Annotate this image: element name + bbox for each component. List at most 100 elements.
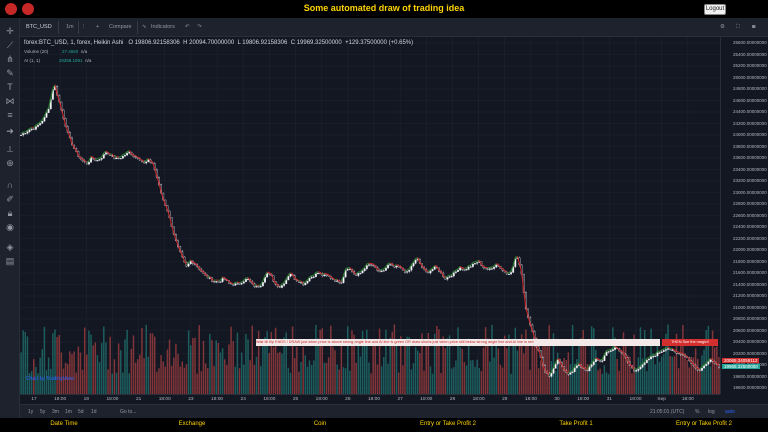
snapshot-icon[interactable]: ◙ xyxy=(752,24,756,30)
candle-body xyxy=(448,276,451,278)
text-icon[interactable]: T xyxy=(7,82,13,92)
ai-line-segment xyxy=(531,329,535,338)
fullscreen-icon[interactable]: ⛶ xyxy=(736,24,740,30)
candle-body xyxy=(387,264,389,269)
range-1y[interactable]: 1y xyxy=(28,409,34,415)
lock-draw-icon[interactable]: ✐ xyxy=(6,194,14,204)
volume-bar xyxy=(130,348,133,394)
chart-type-icon[interactable]: ⫶ xyxy=(83,24,85,30)
volume-bar xyxy=(230,326,232,394)
volume-bar xyxy=(491,324,493,394)
volume-bar xyxy=(117,343,120,394)
price-tick: 22400.00000000 xyxy=(733,224,767,229)
layers-icon[interactable]: ◈ xyxy=(6,242,14,252)
volume-bar xyxy=(506,348,508,394)
ai-line-segment xyxy=(678,351,682,354)
arrow-icon[interactable]: ➜ xyxy=(6,126,14,136)
settings-icon[interactable]: ⚙ xyxy=(720,24,725,30)
compare-button[interactable]: Compare xyxy=(109,24,132,30)
volume-bar xyxy=(228,344,230,394)
compare-icon[interactable]: + xyxy=(96,24,100,30)
logout-button[interactable]: Logout xyxy=(704,4,726,15)
volume-bar xyxy=(236,332,239,394)
ai-line-segment xyxy=(222,276,225,279)
brush-icon[interactable]: ✎ xyxy=(6,68,14,78)
legend-low: L 19806.92158306 xyxy=(237,40,288,46)
ai-line-segment xyxy=(710,357,713,361)
ai-line-segment xyxy=(538,349,542,357)
ai-line-segment xyxy=(27,128,30,131)
ai-line-segment xyxy=(97,157,100,160)
lock-icon[interactable]: 🔒︎ xyxy=(7,208,13,218)
pattern-icon[interactable]: ⋈ xyxy=(5,96,15,106)
undo-icon[interactable]: ↶ xyxy=(185,24,190,30)
range-1d[interactable]: 1d xyxy=(91,409,97,415)
range-3m[interactable]: 3m xyxy=(52,409,59,415)
ai-line-segment xyxy=(270,274,274,281)
tradingview-watermark[interactable]: Chart by TradingView xyxy=(26,376,74,382)
volume-bar xyxy=(552,333,555,394)
volume-bar xyxy=(83,327,86,394)
trendline-icon[interactable]: ⟋ xyxy=(6,40,14,50)
pitchfork-icon[interactable]: ⋔ xyxy=(6,54,14,64)
price-tick: 23000.00000000 xyxy=(733,189,767,195)
record-icon[interactable] xyxy=(22,3,34,15)
record-icon[interactable] xyxy=(5,3,17,15)
price-chart[interactable] xyxy=(20,37,720,394)
volume-bar xyxy=(688,367,690,394)
price-tick: 21600.00000000 xyxy=(733,270,767,275)
indicators-icon[interactable]: ∿ xyxy=(142,24,147,30)
symbol-search[interactable]: BTC_USD xyxy=(26,24,52,30)
volume-bar xyxy=(344,368,347,394)
percent-toggle[interactable]: % xyxy=(695,409,700,415)
ai-line-segment xyxy=(126,150,130,153)
ai-line-segment xyxy=(294,277,298,280)
legend-volume-value: 27.4660 xyxy=(62,49,79,54)
ai-line-segment xyxy=(328,274,332,278)
ai-line-segment xyxy=(457,266,461,270)
volume-bar xyxy=(287,367,290,394)
legend-series-title[interactable]: forex:BTC_USD, 1, forex, Heikin Ashi xyxy=(24,40,124,46)
ai-line-segment xyxy=(379,268,382,271)
zoom-icon[interactable]: ⊕ xyxy=(6,158,14,168)
ai-line-segment xyxy=(453,269,457,272)
time-axis[interactable]: 17 18:00 19 18:00 21 18:00 23 18:00 24 18:00 25 18:… xyxy=(20,394,720,404)
ai-line-segment xyxy=(273,279,277,284)
ai-line-segment xyxy=(345,267,348,270)
range-1m[interactable]: 1m xyxy=(65,409,72,415)
time-tick: 18:00 xyxy=(106,397,119,402)
ruler-icon[interactable]: ⟂ xyxy=(6,144,13,154)
ai-line-segment xyxy=(712,359,716,363)
legend-volume-label[interactable]: Volume (20) xyxy=(24,49,49,54)
volume-bar xyxy=(416,350,419,394)
magnet-icon[interactable]: ∩ xyxy=(6,180,14,190)
price-axis[interactable]: 25600.00000000 25400.00000000 25200.000000… xyxy=(720,37,768,394)
ai-line-segment xyxy=(408,264,412,269)
trash-icon[interactable]: ▤ xyxy=(5,256,15,266)
ai-line-segment xyxy=(585,368,588,370)
candle-body xyxy=(32,128,35,130)
auto-toggle[interactable]: auto xyxy=(725,409,735,415)
range-5y[interactable]: 5y xyxy=(40,409,46,415)
fib-icon[interactable]: ≡ xyxy=(7,110,13,120)
ai-line-segment xyxy=(73,146,77,151)
volume-bar xyxy=(429,366,432,394)
ai-line-segment xyxy=(101,152,105,158)
goto-button[interactable]: Go to... xyxy=(120,409,137,415)
interval-select[interactable]: 1m xyxy=(66,24,74,30)
indicators-button[interactable]: Indicators xyxy=(151,24,175,30)
volume-bar xyxy=(495,339,497,394)
volume-bar xyxy=(109,336,111,394)
crosshair-icon[interactable]: ✛ xyxy=(6,26,14,36)
range-5d[interactable]: 5d xyxy=(78,409,84,415)
legend-ai-label[interactable]: AI (1, 1) xyxy=(24,58,41,63)
eye-icon[interactable]: ◉ xyxy=(6,222,14,232)
ai-line-segment xyxy=(351,269,355,273)
ai-line-segment xyxy=(88,156,92,162)
ai-line-segment xyxy=(385,263,389,267)
log-toggle[interactable]: log xyxy=(708,409,715,415)
volume-bar xyxy=(310,365,313,394)
volume-bar xyxy=(45,369,48,394)
redo-icon[interactable]: ↷ xyxy=(197,24,202,30)
volume-bar xyxy=(308,360,311,394)
